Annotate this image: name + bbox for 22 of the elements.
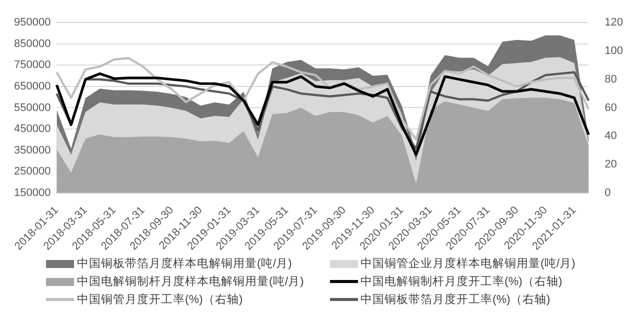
y-tick-label: 550000 (14, 102, 51, 114)
y-tick-label: 450000 (14, 123, 51, 136)
y-tick-label: 350000 (14, 144, 51, 156)
y-tick-label: 250000 (14, 166, 51, 178)
y2-tick-label: 0 (604, 186, 611, 199)
legend-label: 中国铜板带箔月度开工率(%)（右轴) (360, 292, 550, 307)
legend-label: 中国电解铜制杆月度样本电解铜用量(吨/月) (77, 274, 304, 289)
y2-tick-label: 120 (604, 16, 624, 29)
y-tick-label: 650000 (14, 80, 51, 92)
y2-tick-label: 40 (604, 130, 617, 142)
legend-label: 中国铜管企业月度样本电解铜用量(吨/月) (360, 256, 576, 271)
y-tick-label: 750000 (14, 59, 51, 72)
legend-label: 中国电解铜制杆月度开工率(%)（右轴) (360, 274, 562, 289)
y-tick-label: 950000 (14, 16, 51, 29)
y2-tick-label: 60 (604, 102, 617, 114)
y-tick-label: 850000 (14, 38, 51, 50)
legend-label: 中国铜板带箔月度样本电解铜用量(吨/月) (77, 256, 292, 271)
y2-tick-label: 20 (604, 158, 617, 171)
legend-label: 中国铜管月度开工率(%)（右轴) (77, 292, 243, 307)
y2-tick-label: 100 (604, 45, 624, 58)
y2-tick-label: 80 (604, 73, 617, 86)
y-tick-label: 150000 (14, 186, 51, 199)
